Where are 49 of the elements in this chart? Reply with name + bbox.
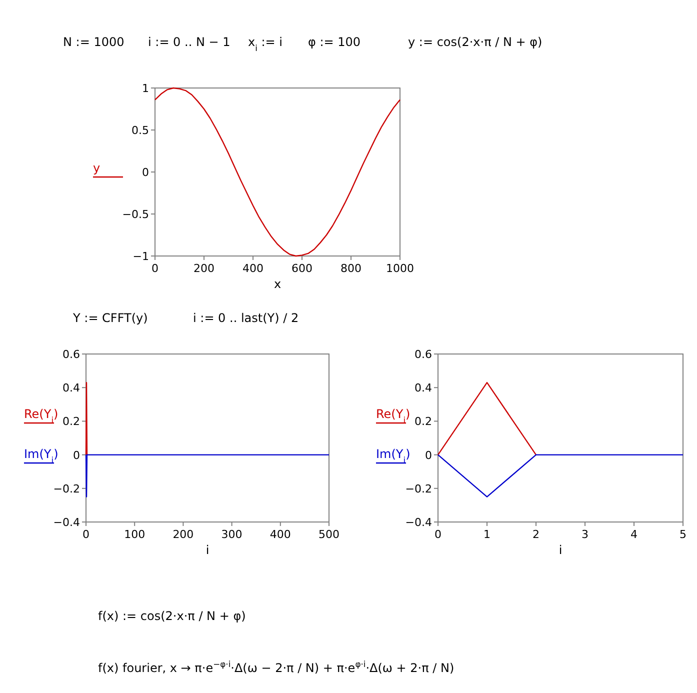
x-tick-label: 300: [221, 528, 242, 541]
y-tick-label: 0.5: [132, 124, 149, 137]
x-tick-label: 0: [82, 528, 90, 541]
x-tick-label: 800: [340, 262, 362, 275]
text: i := 0 .. N − 1: [148, 35, 230, 49]
text: f(x) := cos(2·x·π / N + φ): [98, 609, 246, 623]
text: y := cos(2·x·π / N + φ): [408, 35, 542, 49]
y-tick-label: 0: [73, 448, 80, 462]
y-tick-label: 0: [425, 448, 432, 462]
x-tick-label: 100: [124, 528, 146, 541]
x-tick-label: 1: [484, 528, 490, 541]
x-tick-label: 400: [242, 262, 264, 275]
line-series: [154, 87, 401, 257]
x-axis-title: i: [558, 543, 562, 557]
text: Y := CFFT(y): [72, 311, 148, 325]
x-tick-label: 4: [630, 528, 638, 541]
y-tick-label: −0.4: [405, 516, 432, 529]
y-tick-label: 0.6: [414, 348, 432, 361]
x-tick-label: 200: [172, 528, 194, 541]
y-tick-label: 0.4: [414, 382, 432, 395]
x-tick-label: 200: [194, 262, 214, 275]
y-tick-label: 0.4: [62, 382, 80, 395]
text: x$_{i}$ := i: [248, 35, 282, 53]
x-axis-title: i: [206, 543, 210, 557]
text: y: [93, 161, 100, 175]
x-tick-label: 0: [434, 528, 442, 541]
y-tick-label: 1: [142, 82, 149, 95]
y-tick-label: −0.4: [53, 516, 80, 529]
text: N := 1000: [63, 35, 124, 49]
x-tick-label: 5: [680, 528, 686, 541]
x-tick-label: 0: [152, 262, 158, 275]
y-tick-label: −1: [132, 250, 149, 263]
x-tick-label: 500: [318, 528, 340, 541]
x-tick-label: 2: [532, 528, 540, 541]
x-tick-label: 400: [270, 528, 291, 541]
x-tick-label: 600: [292, 262, 312, 275]
x-tick-label: 3: [582, 528, 588, 541]
y-tick-label: 0.2: [414, 415, 432, 428]
x-axis-title: x: [274, 277, 282, 291]
y-tick-label: −0.2: [405, 482, 432, 496]
y-tick-label: −0.2: [53, 482, 80, 496]
text: i := 0 .. last(Y) / 2: [193, 311, 299, 325]
x-tick-label: 1000: [386, 262, 414, 275]
y-tick-label: 0.6: [62, 348, 80, 361]
text: φ := 100: [308, 35, 361, 49]
y-tick-label: 0.2: [62, 415, 80, 428]
text: f(x) fourier, x → π·e$^{−φ·i}$·Δ(ω − 2·π / N) + π·e$^{φ·i}$·Δ(ω + 2·π / N): [98, 659, 454, 675]
y-tick-label: −0.5: [122, 208, 149, 221]
y-tick-label: 0: [142, 166, 149, 179]
